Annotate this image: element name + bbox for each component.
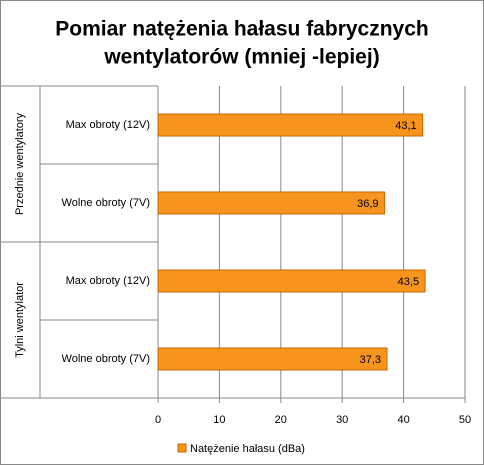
- bar: [157, 347, 388, 371]
- chart-title: wentylatorów (mniej -lepiej): [103, 46, 379, 69]
- value-label: 36,9: [357, 198, 378, 210]
- x-tick-label: 10: [213, 414, 225, 426]
- x-tick-label: 40: [397, 414, 409, 426]
- group-label: Przednie wentylatory: [14, 112, 26, 215]
- value-label: 37,3: [360, 354, 381, 366]
- bar: [157, 191, 386, 215]
- group-label: Tylni wentylator: [14, 282, 26, 358]
- bar: [157, 269, 426, 293]
- y-tick-label: Wolne obroty (7V): [62, 353, 150, 365]
- bar: [157, 113, 424, 137]
- y-tick-label: Max obroty (12V): [66, 119, 150, 131]
- y-tick-label: Wolne obroty (7V): [62, 197, 150, 209]
- x-tick-label: 20: [275, 414, 287, 426]
- x-tick-label: 30: [336, 414, 348, 426]
- x-tick-label: 50: [459, 414, 471, 426]
- legend-label: Natężenie hałasu (dBa): [190, 443, 305, 455]
- chart-title: Pomiar natężenia hałasu fabrycznych: [55, 18, 428, 41]
- legend-swatch: [177, 443, 187, 453]
- value-label: 43,5: [398, 276, 419, 288]
- value-label: 43,1: [395, 120, 416, 132]
- y-tick-label: Max obroty (12V): [66, 275, 150, 287]
- x-tick-label: 0: [155, 414, 161, 426]
